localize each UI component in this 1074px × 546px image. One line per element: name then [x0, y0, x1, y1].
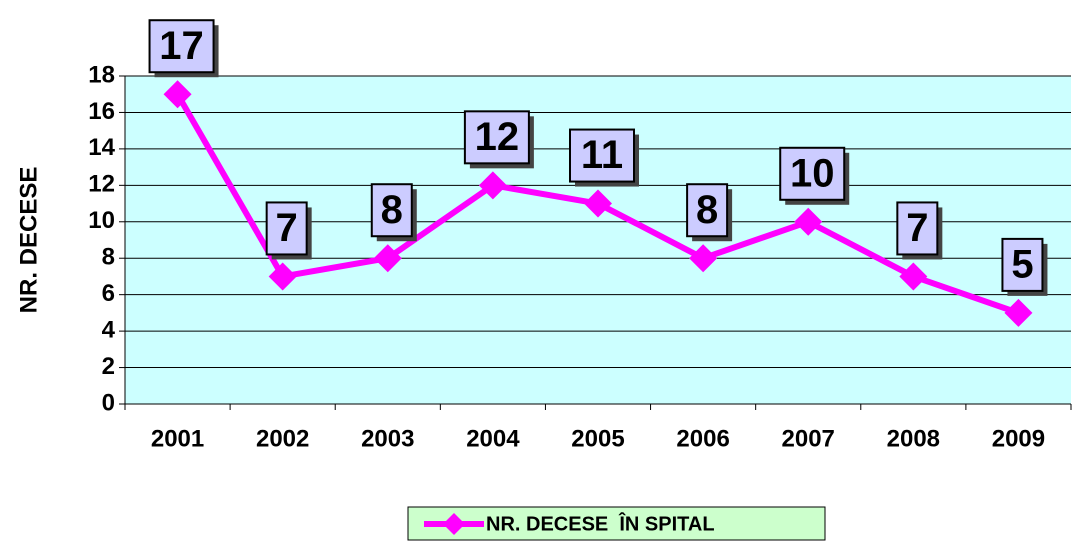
x-tick-label: 2009 [992, 425, 1045, 452]
label-box [686, 183, 729, 238]
point-marker [163, 80, 192, 109]
label-box [265, 201, 308, 256]
point-marker [478, 171, 507, 200]
data-label: 12 [475, 115, 520, 159]
legend-label: NR. DECESE ÎN SPITAL [486, 511, 715, 535]
x-tick-label: 2002 [256, 425, 309, 452]
y-tick-label: 4 [102, 316, 116, 343]
data-label: 7 [906, 206, 928, 250]
label-box [896, 201, 939, 256]
point-marker [584, 189, 612, 218]
label-box [148, 19, 215, 74]
legend-marker [443, 513, 465, 535]
point-marker [1004, 298, 1033, 327]
x-tick-label: 2006 [676, 425, 729, 452]
y-tick-label: 10 [88, 207, 115, 234]
point-marker [373, 244, 402, 273]
data-label: 10 [790, 151, 835, 195]
data-label: 7 [276, 206, 298, 250]
y-tick-label: 16 [88, 98, 115, 125]
data-label: 11 [581, 133, 623, 177]
point-marker [689, 244, 718, 273]
label-box [569, 128, 635, 183]
y-axis-label: NR. DECESE [15, 167, 42, 314]
y-tick-label: 2 [102, 353, 115, 380]
x-tick-label: 2001 [151, 425, 204, 452]
label-box [1001, 237, 1044, 292]
y-tick-label: 6 [102, 280, 115, 307]
x-tick-label: 2008 [887, 425, 940, 452]
y-tick-label: 18 [88, 61, 115, 88]
x-tick-label: 2003 [361, 425, 414, 452]
x-tick-label: 2005 [571, 425, 624, 452]
label-box [370, 183, 413, 238]
data-label: 5 [1011, 242, 1033, 286]
label-box [779, 146, 846, 201]
data-label: 8 [696, 188, 718, 232]
x-tick-label: 2004 [466, 425, 520, 452]
y-tick-label: 12 [88, 171, 115, 198]
data-label: 17 [159, 24, 204, 68]
y-tick-label: 14 [88, 134, 115, 161]
point-marker [899, 262, 928, 291]
y-tick-label: 8 [102, 244, 115, 271]
point-marker [794, 207, 823, 236]
label-box [463, 110, 530, 165]
point-marker [268, 262, 297, 291]
y-tick-label: 0 [102, 389, 115, 416]
x-tick-label: 2007 [782, 425, 835, 452]
data-label: 8 [381, 188, 403, 232]
